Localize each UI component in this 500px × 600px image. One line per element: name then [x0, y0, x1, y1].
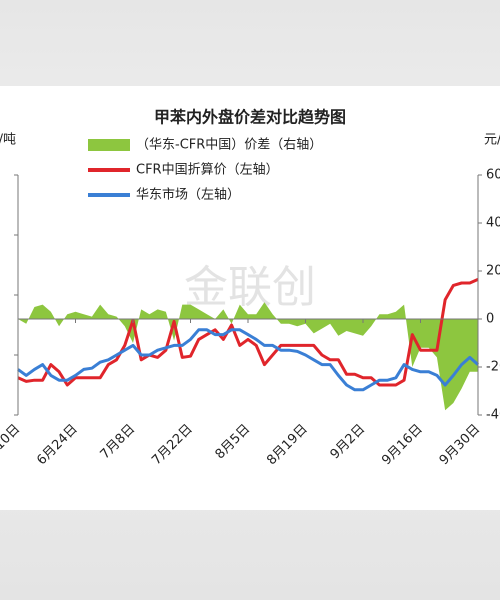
y2-tick-label: 200: [486, 264, 500, 279]
price-line: [17, 328, 479, 392]
price-line: [17, 278, 479, 387]
legend-swatch: [88, 139, 130, 151]
y2-tick-label: 0: [486, 312, 494, 327]
chart-title: 甲苯内外盘价差对比趋势图: [154, 108, 346, 127]
y2-tick-label: 400: [486, 216, 500, 231]
legend-label: 华东市场（左轴）: [136, 187, 240, 203]
spread-area: [18, 302, 478, 411]
chart-card: [0, 86, 500, 510]
y2-tick-label: -400: [486, 408, 500, 423]
legend-label: （华东-CFR中国）价差（右轴）: [136, 138, 322, 153]
y2-axis-label: 元/吨: [484, 133, 500, 148]
y-axis-label: 元/吨: [0, 133, 16, 148]
y2-tick-label: -200: [486, 360, 500, 375]
legend-label: CFR中国折算价（左轴）: [136, 163, 279, 178]
y2-tick-label: 600: [486, 168, 500, 183]
watermark: 金联创: [184, 262, 316, 313]
